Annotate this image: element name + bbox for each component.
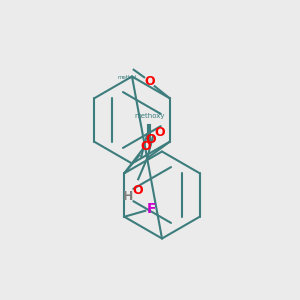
Text: O: O <box>155 126 165 139</box>
Text: F: F <box>147 202 156 216</box>
Text: O: O <box>145 133 156 146</box>
Text: methyl: methyl <box>117 75 137 80</box>
Text: H: H <box>122 190 133 203</box>
Text: O: O <box>140 140 151 153</box>
Text: O: O <box>145 75 155 88</box>
Text: O: O <box>133 184 143 197</box>
Text: methoxy: methoxy <box>135 113 165 119</box>
